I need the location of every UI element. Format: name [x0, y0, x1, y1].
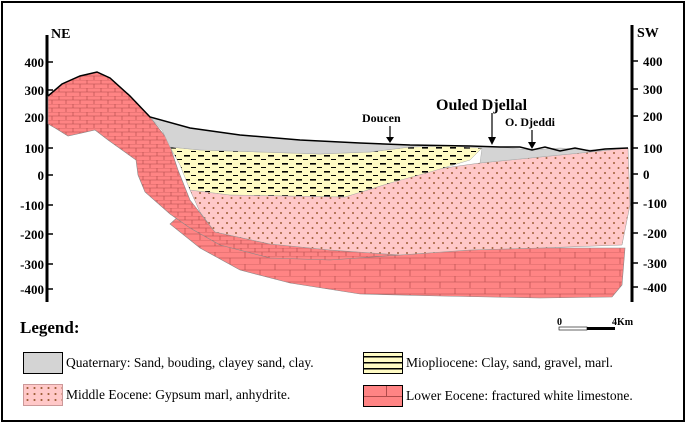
svg-text:300: 300	[643, 82, 663, 97]
svg-text:-200: -200	[20, 227, 44, 242]
svg-text:Doucen: Doucen	[362, 111, 401, 125]
svg-text:-400: -400	[643, 280, 667, 295]
svg-text:200: 200	[643, 109, 663, 124]
svg-text:0: 0	[643, 167, 650, 182]
svg-text:200: 200	[25, 110, 45, 125]
svg-text:-100: -100	[643, 196, 667, 211]
legend-item-miopliocene: Miopliocene: Clay, sand, gravel, marl.	[363, 352, 613, 374]
right-elevation-axis: SW 400 300 200 100 0 -100 -200 -300 -400	[630, 25, 667, 302]
svg-text:-100: -100	[20, 198, 44, 213]
ground-surface	[47, 71, 629, 152]
legend-item-middle-eocene: Middle Eocene: Gypsum marl, anhydrite.	[23, 384, 290, 406]
sw-label: SW	[637, 26, 659, 41]
lower-eocene-swatch	[363, 385, 403, 407]
svg-text:400: 400	[25, 55, 45, 70]
ne-label: NE	[51, 27, 70, 42]
svg-text:0: 0	[38, 168, 45, 183]
svg-text:-300: -300	[20, 257, 44, 272]
svg-text:300: 300	[25, 83, 45, 98]
svg-text:4Km: 4Km	[612, 317, 634, 328]
svg-text:100: 100	[25, 141, 45, 156]
svg-text:-200: -200	[643, 226, 667, 241]
svg-text:0: 0	[557, 317, 562, 328]
legend-item-quaternary: Quaternary: Sand, bouding, clayey sand, …	[23, 352, 314, 374]
quaternary-swatch	[23, 352, 63, 374]
place-o-djeddi: O. Djeddi	[505, 115, 556, 149]
svg-text:400: 400	[643, 54, 663, 69]
legend-item-lower-eocene: Lower Eocene: fractured white limestone.	[363, 385, 633, 407]
svg-text:O. Djeddi: O. Djeddi	[505, 115, 556, 129]
place-doucen: Doucen	[362, 111, 401, 143]
scale-bar: 0 4Km	[557, 317, 634, 331]
miopliocene-swatch	[363, 352, 403, 374]
svg-text:Ouled Djellal: Ouled Djellal	[436, 97, 528, 114]
svg-text:-300: -300	[643, 256, 667, 271]
svg-text:100: 100	[643, 141, 663, 156]
place-ouled-djellal: Ouled Djellal	[436, 97, 528, 145]
svg-text:-400: -400	[20, 282, 44, 297]
legend-title: Legend:	[20, 318, 80, 337]
middle-eocene-swatch	[23, 384, 63, 406]
left-elevation-axis: NE 400 300 200 100 0 -100 -200 -300 -400	[20, 27, 70, 302]
